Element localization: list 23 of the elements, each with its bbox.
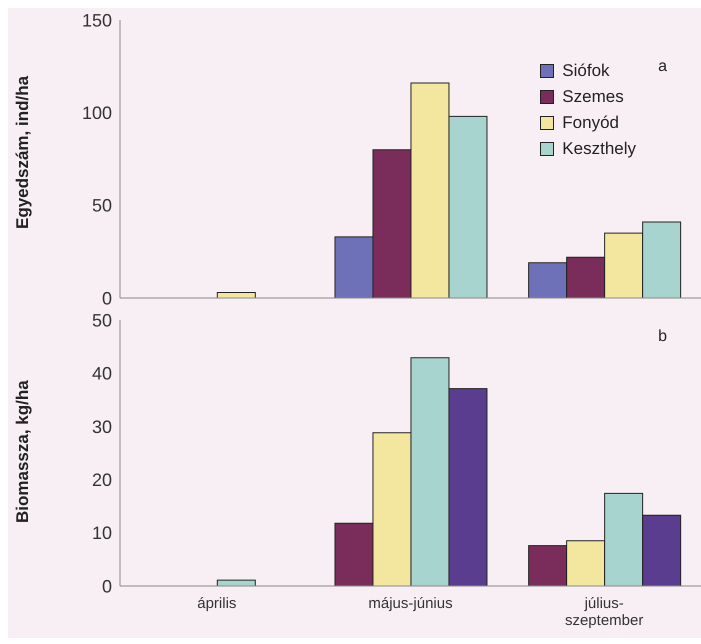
bar <box>216 580 256 586</box>
legend-label: Siófok <box>562 61 610 81</box>
y-tick-label: 20 <box>92 470 112 490</box>
y-tick-label: 50 <box>92 196 112 216</box>
y-tick-label: 30 <box>92 416 112 437</box>
y-tick-label: 0 <box>102 576 112 596</box>
legend-label: Keszthely <box>562 139 636 159</box>
bar <box>216 292 256 298</box>
legend-label: Fonyód <box>562 113 619 133</box>
y-tick-label: 50 <box>92 310 112 330</box>
y-tick-label: 10 <box>92 523 112 544</box>
legend-label: Szemes <box>562 87 624 107</box>
x-tick-label: július-szeptember <box>564 595 644 629</box>
y-tick-label: 100 <box>82 103 112 124</box>
y-tick-label: 40 <box>92 364 112 384</box>
annotation: b <box>658 328 667 346</box>
annotation: a <box>658 58 667 76</box>
y-axis-title: Egyedszám, ind/ha <box>13 75 32 229</box>
y-tick-label: 150 <box>82 10 112 30</box>
y-tick-label: 0 <box>102 288 112 308</box>
y-axis-title: Biomassza, kg/ha <box>13 380 32 523</box>
x-tick-label: május-június <box>368 595 453 612</box>
x-tick-label: április <box>197 595 236 612</box>
